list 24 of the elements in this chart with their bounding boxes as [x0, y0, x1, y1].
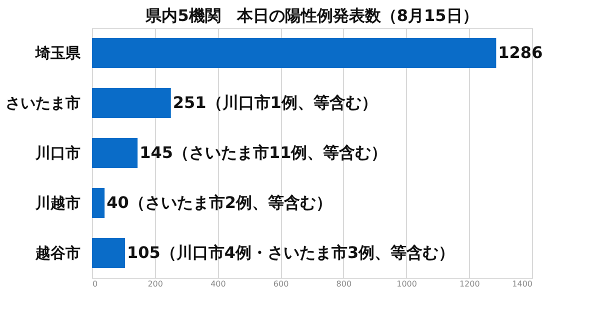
bar [92, 238, 125, 268]
y-tick-label: 越谷市 [34, 244, 80, 262]
x-tick-label: 400 [210, 280, 226, 288]
data-label: 251（川口市1例、等含む） [172, 93, 378, 112]
bar [92, 38, 496, 68]
bar [92, 88, 171, 118]
data-label: 40（さいたま市2例、等含む） [106, 193, 332, 212]
data-label: 1286 [498, 43, 543, 62]
bar [92, 188, 105, 218]
x-tick-label: 200 [148, 280, 163, 288]
y-tick-label: 埼玉県 [34, 44, 82, 62]
y-tick-label: 川口市 [34, 144, 80, 162]
data-label: 145（さいたま市11例、等含む） [140, 143, 388, 162]
x-tick-label: 600 [273, 280, 289, 288]
x-tick-label: 0 [92, 280, 98, 288]
data-label: 105（川口市4例・さいたま市3例、等含む） [127, 243, 455, 262]
x-tick-label: 1400 [512, 280, 532, 288]
bar [92, 138, 138, 168]
y-tick-label: さいたま市 [6, 94, 80, 112]
x-tick-label: 800 [336, 280, 352, 288]
y-tick-label: 川越市 [34, 194, 80, 212]
x-tick-label: 1200 [459, 280, 480, 288]
x-tick-label: 1000 [396, 280, 417, 288]
chart-title: 県内5機関 本日の陽性例発表数（8月15日） [144, 6, 478, 25]
